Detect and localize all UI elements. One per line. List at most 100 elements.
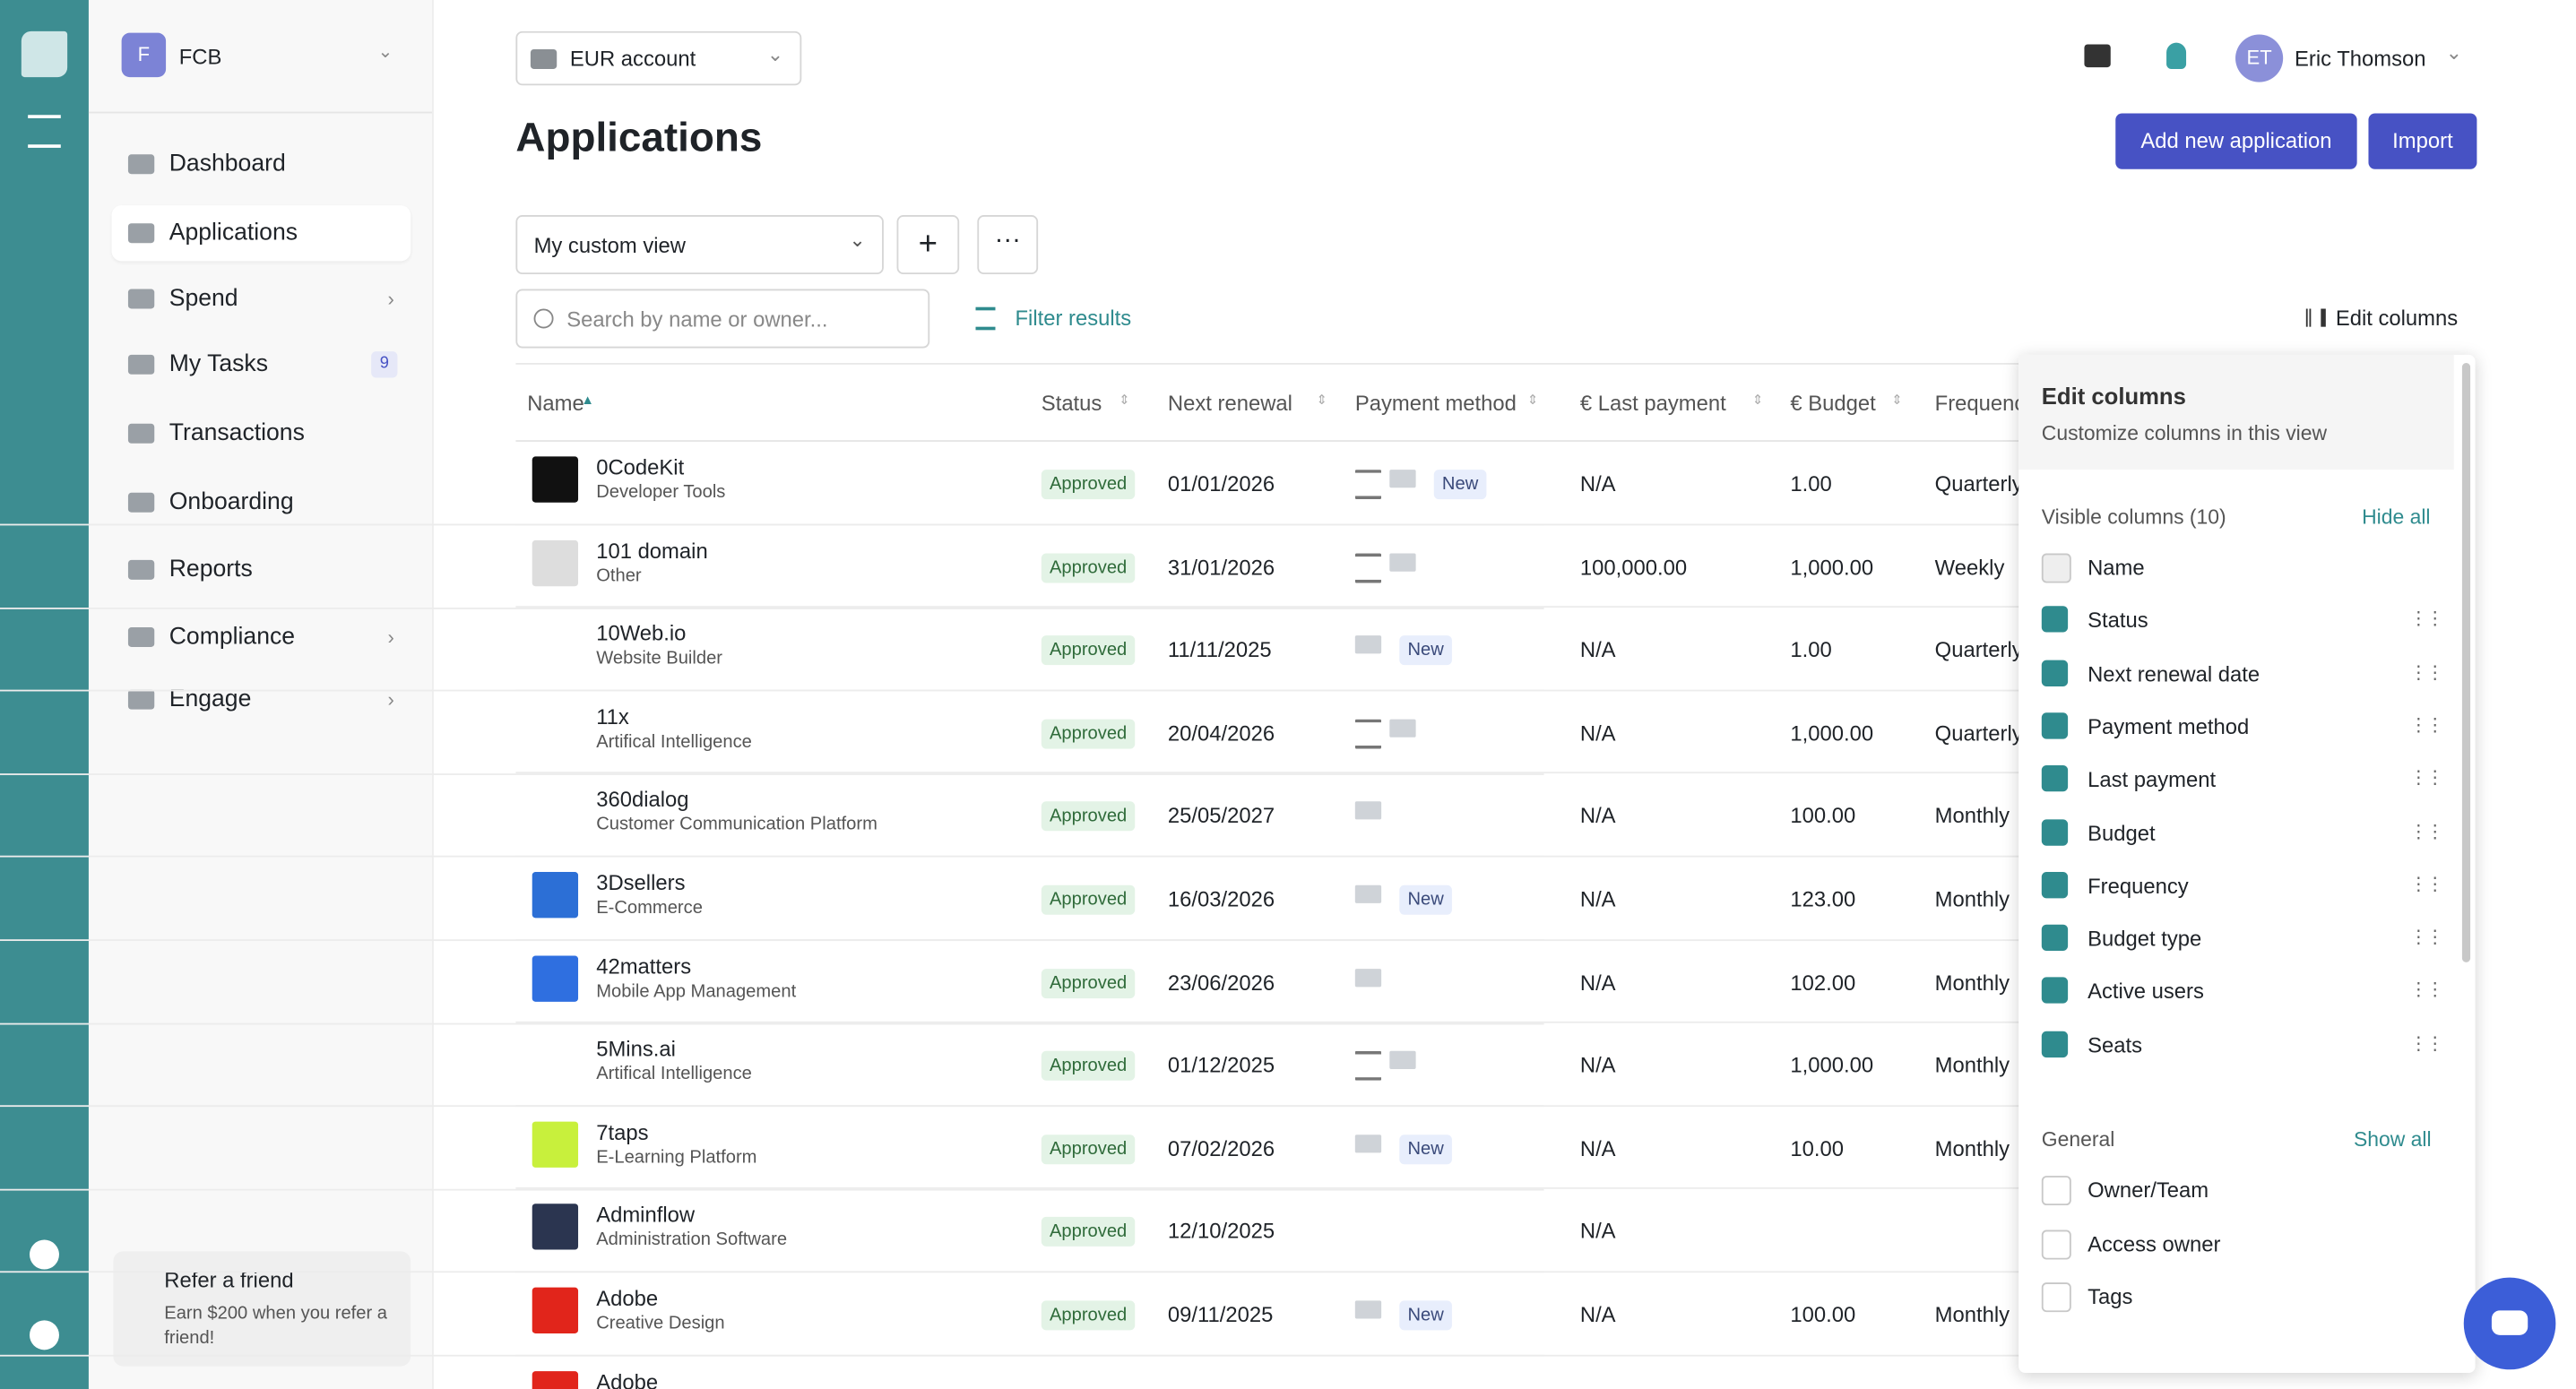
drag-handle[interactable]: ⋮⋮ <box>2409 820 2442 841</box>
filter-button[interactable]: Filter results <box>1015 306 1131 330</box>
checkbox[interactable] <box>2042 819 2068 845</box>
table-row[interactable] <box>0 1273 1544 1356</box>
checkbox[interactable] <box>2042 1229 2071 1259</box>
app-name[interactable]: 11x <box>596 704 629 729</box>
org-name[interactable]: FCB <box>179 44 222 68</box>
column-header[interactable]: € Last payment <box>1580 391 1726 415</box>
show-all-button[interactable]: Show all <box>2354 1128 2432 1152</box>
checkbox[interactable] <box>2042 712 2068 738</box>
hide-all-button[interactable]: Hide all <box>2362 505 2430 529</box>
checkbox[interactable] <box>2042 978 2068 1004</box>
panel-subtitle: Customize columns in this view <box>2042 422 2327 445</box>
announcements-icon[interactable] <box>2084 44 2110 67</box>
app-name[interactable]: 7taps <box>596 1119 648 1143</box>
checkbox[interactable] <box>2042 765 2068 791</box>
nav-item[interactable]: My Tasks9 <box>112 337 411 393</box>
nav-icon <box>128 223 154 243</box>
drag-handle[interactable]: ⋮⋮ <box>2409 979 2442 1001</box>
cell-budget: 100.00 <box>1790 804 1855 828</box>
scrollbar[interactable] <box>2462 363 2470 962</box>
app-name[interactable]: 0CodeKit <box>596 455 684 479</box>
app-name[interactable]: 10Web.io <box>596 621 686 645</box>
view-label: My custom view <box>534 233 686 257</box>
checkbox[interactable] <box>2042 660 2068 686</box>
chevron: › <box>387 271 393 326</box>
user-avatar[interactable]: ET <box>2235 34 2283 82</box>
app-category: Mobile App Management <box>596 981 796 1001</box>
search-input[interactable]: Search by name or owner... <box>515 289 929 349</box>
table-row[interactable] <box>0 442 1544 525</box>
app-logo <box>532 1288 578 1333</box>
app-name[interactable]: Adobe <box>596 1369 658 1389</box>
chat-button[interactable] <box>2464 1278 2556 1370</box>
nav-item[interactable]: Spend› <box>112 271 411 326</box>
checkbox[interactable] <box>2042 1176 2071 1205</box>
column-header[interactable]: Payment method <box>1355 391 1517 415</box>
user-name[interactable]: Eric Thomson <box>2295 46 2426 70</box>
table-row[interactable] <box>0 1107 1544 1190</box>
menu-icon[interactable] <box>28 115 61 148</box>
app-name[interactable]: 5Mins.ai <box>596 1037 676 1061</box>
app-name[interactable]: 3Dsellers <box>596 870 685 894</box>
app-name[interactable]: 101 domain <box>596 538 708 562</box>
column-header[interactable]: Next renewal <box>1168 391 1292 415</box>
app-name[interactable]: Adobe <box>596 1286 658 1310</box>
checkbox[interactable] <box>2042 872 2068 898</box>
table-row[interactable] <box>0 608 1544 691</box>
import-button[interactable]: Import <box>2368 113 2477 168</box>
org-chevron[interactable]: ⌄ <box>377 41 393 63</box>
nav-item[interactable]: Dashboard <box>112 136 411 192</box>
drag-handle[interactable]: ⋮⋮ <box>2409 661 2442 683</box>
sort-icon: ▲ <box>581 393 594 407</box>
drag-handle[interactable]: ⋮⋮ <box>2409 927 2442 948</box>
drag-handle[interactable]: ⋮⋮ <box>2409 767 2442 789</box>
column-option: Status <box>2088 608 2148 633</box>
account-select[interactable]: EUR account ⌄ <box>515 31 801 85</box>
checkbox[interactable] <box>2042 1031 2068 1057</box>
transfer-icon <box>1355 470 1381 499</box>
view-select[interactable]: My custom view ⌄ <box>515 215 883 274</box>
app-name[interactable]: Adminflow <box>596 1203 695 1227</box>
app-logo <box>532 456 578 502</box>
new-tag: New <box>1399 885 1452 915</box>
checkbox[interactable] <box>2042 1282 2071 1312</box>
checkbox[interactable] <box>2042 925 2068 951</box>
column-option: Budget <box>2088 820 2156 844</box>
table-row[interactable] <box>0 525 1544 608</box>
column-option: Name <box>2088 555 2145 579</box>
drag-handle[interactable]: ⋮⋮ <box>2409 874 2442 895</box>
table-row[interactable] <box>0 1356 1544 1389</box>
add-button[interactable]: Add new application <box>2115 113 2356 168</box>
edit-columns-button[interactable]: Edit columns <box>2336 306 2458 330</box>
app-category: Artifical Intelligence <box>596 732 752 752</box>
drag-handle[interactable]: ⋮⋮ <box>2409 714 2442 736</box>
more-button[interactable]: ··· <box>977 215 1038 274</box>
column-header[interactable]: € Budget <box>1790 391 1875 415</box>
cell-budget: 100.00 <box>1790 1302 1855 1326</box>
add-view-button[interactable]: + <box>897 215 960 274</box>
cell-budget: 1,000.00 <box>1790 720 1873 745</box>
cell-last-payment: N/A <box>1580 720 1616 745</box>
nav-label: Applications <box>169 205 298 261</box>
table-row[interactable] <box>0 1023 1544 1107</box>
transfer-icon <box>1355 719 1381 748</box>
app-category: Website Builder <box>596 649 722 669</box>
column-option: Tags <box>2088 1284 2132 1308</box>
column-header[interactable]: Name <box>527 391 584 415</box>
cell-frequency: Monthly <box>1935 804 2010 828</box>
nav-item[interactable]: Applications <box>112 205 411 261</box>
cell-frequency: Quarterly <box>1935 637 2023 661</box>
column-header[interactable]: Status <box>1042 391 1102 415</box>
drag-handle[interactable]: ⋮⋮ <box>2409 608 2442 630</box>
cell-frequency: Quarterly <box>1935 471 2023 496</box>
drag-handle[interactable]: ⋮⋮ <box>2409 1032 2442 1054</box>
table-row[interactable] <box>0 691 1544 774</box>
table-row[interactable] <box>0 858 1544 941</box>
app-name[interactable]: 42matters <box>596 953 691 978</box>
chevron[interactable]: ⌄ <box>2446 41 2462 65</box>
cell-frequency: Quarterly <box>1935 720 2023 745</box>
app-name[interactable]: 360dialog <box>596 787 688 811</box>
ideas-icon[interactable] <box>2166 43 2186 69</box>
checkbox[interactable] <box>2042 607 2068 633</box>
